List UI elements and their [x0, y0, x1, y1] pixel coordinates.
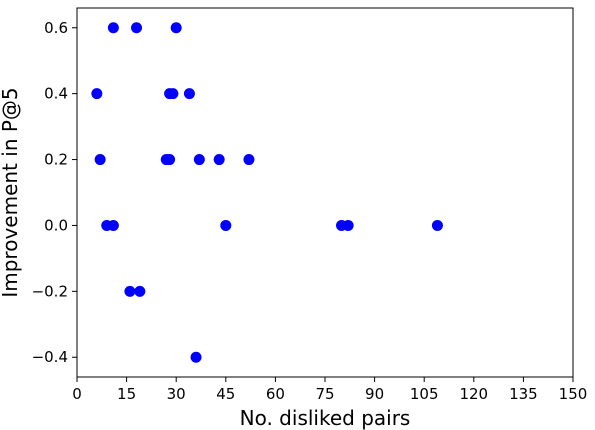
- data-point: [170, 22, 182, 34]
- y-tick-label: 0.0: [44, 216, 68, 234]
- data-point: [164, 154, 176, 166]
- x-tick-label: 120: [459, 385, 488, 403]
- x-axis-ticks: 0 15 30 45 60 75 90 105 120 135 150: [72, 377, 587, 403]
- data-point: [94, 154, 106, 166]
- data-point: [193, 154, 205, 166]
- data-point: [91, 88, 103, 100]
- x-tick-label: 0: [72, 385, 82, 403]
- data-point: [190, 351, 202, 363]
- data-point: [183, 88, 195, 100]
- y-tick-label: −0.2: [32, 282, 68, 300]
- data-point: [134, 285, 146, 297]
- data-points: [91, 22, 443, 363]
- data-point: [107, 22, 119, 34]
- x-axis-title: No. disliked pairs: [240, 406, 411, 430]
- x-tick-label: 135: [509, 385, 538, 403]
- x-tick-label: 30: [167, 385, 186, 403]
- x-tick-label: 150: [559, 385, 588, 403]
- plot-area-frame: [76, 7, 574, 378]
- x-tick-label: 75: [315, 385, 334, 403]
- x-tick-label: 90: [365, 385, 384, 403]
- data-point: [124, 285, 136, 297]
- y-tick-label: −0.4: [32, 348, 68, 366]
- data-point: [220, 219, 232, 231]
- y-tick-label: 0.4: [44, 85, 68, 103]
- y-tick-label: 0.2: [44, 151, 68, 169]
- data-point: [243, 154, 255, 166]
- y-axis-ticks: −0.4 −0.2 0.0 0.2 0.4 0.6: [32, 19, 77, 366]
- data-point: [107, 219, 119, 231]
- data-point: [131, 22, 143, 34]
- data-point: [342, 219, 354, 231]
- x-tick-label: 15: [117, 385, 136, 403]
- y-tick-label: 0.6: [44, 19, 68, 37]
- data-point: [213, 154, 225, 166]
- data-point: [431, 219, 443, 231]
- y-axis-title: Improvement in P@5: [0, 87, 22, 297]
- x-tick-label: 60: [266, 385, 285, 403]
- x-tick-label: 45: [216, 385, 235, 403]
- x-tick-label: 105: [410, 385, 439, 403]
- data-point: [167, 88, 179, 100]
